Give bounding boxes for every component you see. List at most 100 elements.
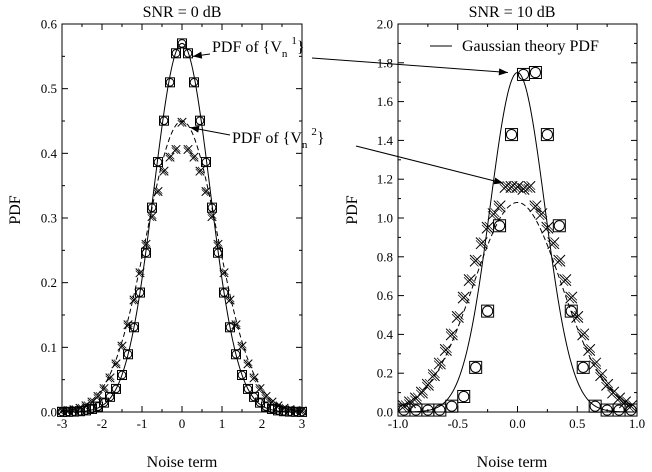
data-point-circle bbox=[207, 203, 217, 212]
data-point-square bbox=[552, 219, 566, 233]
data-point-square bbox=[135, 287, 145, 298]
data-point-cross bbox=[571, 310, 584, 323]
data-point-cross bbox=[159, 166, 169, 176]
data-point-cross bbox=[111, 359, 121, 369]
data-point-cross bbox=[427, 369, 440, 382]
data-point-square bbox=[111, 383, 121, 394]
data-point-cross bbox=[237, 341, 247, 351]
panel-title: SNR = 0 dB bbox=[143, 4, 222, 21]
data-point-circle bbox=[458, 390, 470, 403]
data-point-cross bbox=[75, 403, 85, 413]
data-point-circle bbox=[135, 288, 145, 297]
data-point-square bbox=[505, 128, 519, 142]
data-point-circle bbox=[165, 78, 175, 87]
annotation-arrow bbox=[192, 51, 211, 59]
x-tick-label: 2 bbox=[259, 416, 266, 431]
data-point-cross bbox=[463, 274, 476, 287]
data-point-cross bbox=[421, 378, 434, 391]
data-point-cross bbox=[403, 396, 417, 409]
data-point-circle bbox=[153, 157, 163, 167]
panel-marks bbox=[57, 38, 307, 417]
data-point-square bbox=[177, 38, 187, 49]
theory-curve-dashed bbox=[61, 120, 303, 412]
annotation-arrows bbox=[189, 51, 508, 185]
data-point-cross bbox=[129, 295, 139, 305]
y-tick-label: 0.0 bbox=[41, 405, 57, 420]
data-point-circle bbox=[625, 404, 637, 416]
x-tick-label: 3 bbox=[299, 416, 306, 431]
data-point-cross bbox=[577, 328, 590, 341]
data-point-cross bbox=[589, 357, 602, 370]
data-point-cross bbox=[165, 152, 175, 162]
data-point-square bbox=[213, 247, 223, 258]
data-point-square bbox=[540, 128, 554, 142]
data-point-circle bbox=[99, 398, 109, 407]
plot-frame bbox=[61, 23, 303, 413]
data-point-square bbox=[469, 360, 483, 374]
data-point-cross bbox=[183, 144, 193, 155]
data-point-square bbox=[564, 304, 578, 318]
data-point-cross bbox=[547, 237, 560, 250]
annotation-pdf-v1: PDF of {Vn1} bbox=[212, 35, 305, 60]
y-tick-label: 0.2 bbox=[377, 366, 393, 381]
svg-text:PDF of {Vn2}: PDF of {Vn2} bbox=[232, 126, 325, 151]
data-point-square bbox=[243, 383, 253, 394]
data-point-circle bbox=[231, 349, 241, 359]
data-point-cross bbox=[493, 200, 506, 213]
svg-text:PDF of {Vn1}: PDF of {Vn1} bbox=[212, 35, 305, 60]
data-point-cross bbox=[439, 343, 452, 356]
data-point-cross bbox=[231, 320, 241, 330]
data-point-circle bbox=[422, 404, 434, 416]
data-point-circle bbox=[410, 404, 422, 416]
data-point-circle bbox=[249, 392, 259, 402]
data-point-circle bbox=[517, 68, 530, 81]
data-point-cross bbox=[99, 383, 109, 394]
data-point-square bbox=[409, 403, 423, 417]
data-point-square bbox=[237, 370, 247, 381]
data-point-square bbox=[528, 66, 542, 79]
data-point-cross bbox=[249, 373, 259, 383]
data-point-circle bbox=[243, 384, 253, 394]
data-point-cross bbox=[123, 320, 133, 330]
annotation-close: } bbox=[297, 39, 305, 56]
data-point-cross bbox=[105, 373, 115, 383]
x-tick-label: -2 bbox=[97, 416, 108, 431]
data-point-square bbox=[159, 115, 169, 126]
annotation-subscript: n bbox=[282, 48, 288, 60]
y-tick-label: 1.6 bbox=[377, 94, 394, 109]
y-tick-label: 0.4 bbox=[377, 327, 394, 342]
data-point-square bbox=[183, 48, 193, 59]
x-tick-label: 0.5 bbox=[569, 416, 585, 431]
data-point-circle bbox=[434, 404, 446, 416]
data-point-circle bbox=[105, 392, 115, 402]
data-point-circle bbox=[219, 288, 229, 297]
data-point-square bbox=[141, 247, 151, 258]
data-point-circle bbox=[565, 305, 577, 317]
data-point-square bbox=[195, 115, 205, 126]
data-point-circle bbox=[613, 404, 625, 416]
data-point-circle bbox=[123, 349, 133, 359]
data-point-cross bbox=[457, 291, 470, 304]
y-tick-label: 0.6 bbox=[377, 288, 394, 303]
annotation-pdf-v2: PDF of {Vn2} bbox=[232, 126, 325, 151]
panel-title: SNR = 10 dB bbox=[469, 4, 556, 21]
annotation-arrow bbox=[355, 145, 504, 185]
data-point-cross bbox=[273, 401, 283, 411]
y-tick-label: 0.1 bbox=[41, 340, 57, 355]
data-point-circle bbox=[87, 404, 97, 414]
y-tick-label: 0.5 bbox=[41, 81, 57, 96]
data-point-square bbox=[171, 48, 181, 59]
data-point-cross bbox=[595, 369, 608, 382]
data-point-cross bbox=[613, 392, 626, 405]
data-point-circle bbox=[553, 220, 565, 232]
data-point-circle bbox=[589, 400, 601, 412]
data-point-cross bbox=[177, 117, 187, 127]
data-point-cross bbox=[415, 386, 428, 399]
data-point-cross bbox=[135, 268, 145, 278]
data-point-cross bbox=[433, 357, 446, 370]
data-point-cross bbox=[565, 291, 578, 304]
data-point-cross bbox=[171, 144, 181, 155]
data-point-cross bbox=[201, 186, 211, 197]
data-point-cross bbox=[117, 341, 127, 351]
data-point-square bbox=[516, 67, 530, 81]
